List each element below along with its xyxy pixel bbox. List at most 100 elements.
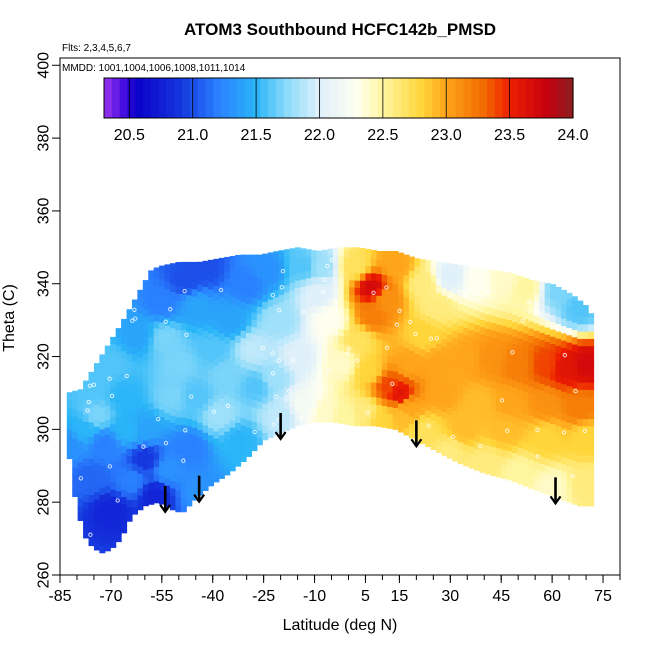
- heatmap-cell: [153, 473, 160, 482]
- heatmap-cell: [577, 309, 584, 318]
- heatmap-cell: [522, 277, 529, 283]
- heatmap-cell: [571, 373, 578, 381]
- heatmap-cell: [349, 395, 356, 404]
- heatmap-cell: [186, 440, 193, 449]
- heatmap-cell: [332, 312, 339, 321]
- heatmap-cell: [512, 452, 519, 461]
- heatmap-cell: [289, 377, 296, 385]
- heatmap-cell: [224, 452, 231, 461]
- heatmap-cell: [300, 337, 307, 346]
- heatmap-cell: [240, 388, 247, 397]
- heatmap-cell: [267, 386, 274, 395]
- heatmap-cell: [550, 481, 557, 490]
- heatmap-cell: [512, 350, 519, 359]
- sample-point: [510, 350, 515, 355]
- heatmap-cell: [560, 369, 567, 378]
- heatmap-cell: [484, 379, 491, 388]
- heatmap-cell: [441, 382, 448, 391]
- heatmap-cell: [99, 538, 106, 546]
- heatmap-cell: [93, 506, 100, 515]
- heatmap-cell: [229, 412, 236, 421]
- heatmap-cell: [267, 393, 274, 402]
- heatmap-cell: [387, 268, 394, 276]
- heatmap-cell: [245, 383, 253, 392]
- heatmap-cell: [468, 446, 475, 454]
- heatmap-cell: [501, 420, 508, 428]
- heatmap-cell: [278, 250, 285, 252]
- heatmap-cell: [506, 312, 513, 321]
- heatmap-cell: [392, 349, 399, 358]
- heatmap-cell: [99, 501, 106, 510]
- heatmap-cell: [164, 404, 171, 413]
- heatmap-cell: [245, 274, 253, 283]
- heatmap-cell: [278, 316, 285, 325]
- heatmap-cell: [207, 449, 215, 458]
- heatmap-cell: [544, 472, 551, 481]
- heatmap-cell: [213, 292, 220, 301]
- colorbar-segment: [494, 78, 504, 118]
- heatmap-cell: [169, 473, 176, 482]
- heatmap-cell: [164, 361, 171, 370]
- heatmap-cell: [169, 305, 176, 314]
- heatmap-cell: [229, 427, 236, 435]
- heatmap-cell: [577, 462, 584, 471]
- heatmap-cell: [484, 291, 491, 300]
- heatmap-cell: [376, 273, 383, 282]
- heatmap-cell: [284, 284, 291, 293]
- colorbar-segment: [346, 78, 355, 118]
- heatmap-cell: [207, 471, 215, 480]
- heatmap-cell: [115, 454, 122, 462]
- heatmap-cell: [164, 288, 171, 297]
- heatmap-cell: [528, 279, 535, 285]
- heatmap-cell: [235, 429, 242, 438]
- colorbar-segment: [424, 78, 433, 118]
- heatmap-cell: [300, 373, 307, 382]
- heatmap-cell: [550, 438, 557, 446]
- heatmap-cell: [197, 363, 204, 372]
- heatmap-cell: [566, 400, 573, 409]
- heatmap-cell: [235, 393, 242, 402]
- heatmap-cell: [164, 303, 171, 311]
- heatmap-cell: [354, 272, 361, 281]
- heatmap-cell: [300, 257, 307, 265]
- heatmap-cell: [370, 389, 377, 398]
- heatmap-cell: [544, 487, 551, 496]
- heatmap-cell: [365, 396, 372, 405]
- heatmap-cell: [582, 418, 589, 427]
- heatmap-cell: [533, 381, 540, 390]
- heatmap-cell: [245, 441, 253, 450]
- heatmap-cell: [191, 296, 198, 304]
- heatmap-cell: [311, 356, 318, 365]
- heatmap-cell: [110, 445, 117, 454]
- heatmap-cell: [560, 376, 567, 385]
- heatmap-cell: [414, 411, 421, 420]
- heatmap-cell: [338, 321, 345, 330]
- heatmap-cell: [512, 394, 519, 403]
- heatmap-cell: [93, 498, 100, 507]
- sample-point: [211, 409, 216, 414]
- heatmap-cell: [159, 423, 166, 432]
- heatmap-cell: [512, 336, 519, 344]
- heatmap-cell: [539, 375, 546, 384]
- heatmap-cell: [229, 376, 236, 384]
- heatmap-cell: [338, 277, 345, 286]
- heatmap-cell: [490, 439, 497, 447]
- heatmap-cell: [142, 287, 149, 296]
- heatmap-cell: [273, 413, 280, 422]
- heatmap-cell: [175, 264, 182, 272]
- heatmap-cell: [77, 447, 84, 456]
- heatmap-cell: [197, 305, 204, 314]
- heatmap-cell: [115, 505, 122, 513]
- heatmap-cell: [560, 383, 567, 392]
- heatmap-cell: [93, 535, 100, 544]
- sample-point: [371, 290, 376, 295]
- heatmap-cell: [414, 345, 421, 354]
- heatmap-cell: [191, 361, 198, 370]
- heatmap-cell: [148, 431, 155, 440]
- heatmap-cell: [186, 323, 193, 332]
- heatmap-cell: [273, 289, 280, 298]
- heatmap-cell: [284, 306, 291, 315]
- heatmap-cell: [110, 430, 117, 439]
- heatmap-cell: [441, 262, 448, 267]
- heatmap-cell: [398, 417, 405, 426]
